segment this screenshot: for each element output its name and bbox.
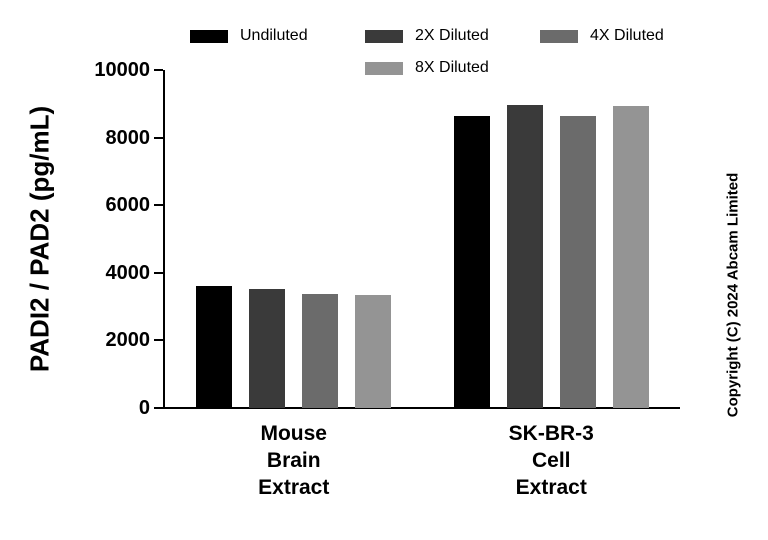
x-category-label-line: Mouse bbox=[260, 422, 327, 445]
legend-swatch bbox=[365, 61, 403, 75]
y-tick-label: 6000 bbox=[105, 194, 151, 217]
x-category-label-line: Extract bbox=[258, 476, 330, 499]
bar-8x-diluted bbox=[355, 295, 392, 408]
y-tick-mark bbox=[154, 271, 163, 274]
bar-2x-diluted bbox=[249, 289, 286, 408]
y-tick-mark bbox=[154, 136, 163, 139]
legend-item: 8X Diluted bbox=[365, 57, 540, 79]
legend-item: Undiluted bbox=[190, 25, 365, 47]
legend-label: Undiluted bbox=[240, 27, 308, 44]
copyright-text: Copyright (C) 2024 Abcam Limited bbox=[724, 172, 742, 418]
y-tick-label: 10000 bbox=[94, 59, 150, 81]
x-category-label-line: Extract bbox=[515, 476, 587, 499]
x-category-label-line: Cell bbox=[531, 449, 571, 472]
y-axis-title: PADI2 / PAD2 (pg/mL) bbox=[24, 105, 55, 373]
bar-undiluted bbox=[196, 285, 233, 408]
legend-swatch bbox=[190, 29, 228, 43]
x-category-label-line: SK-BR-3 bbox=[508, 422, 594, 445]
y-tick-label: 0 bbox=[138, 397, 150, 419]
chart-legend: Undiluted 2X Diluted 4X Diluted 8X Diluted bbox=[190, 25, 725, 79]
bar-2x-diluted bbox=[506, 104, 543, 408]
legend-swatch bbox=[365, 29, 403, 43]
legend-item: 4X Diluted bbox=[540, 25, 715, 47]
y-axis-line bbox=[163, 70, 165, 409]
x-axis-line bbox=[163, 407, 680, 409]
y-tick-mark bbox=[154, 407, 163, 409]
bar-8x-diluted bbox=[612, 105, 649, 408]
y-tick-mark bbox=[154, 204, 163, 207]
legend-swatch bbox=[540, 29, 578, 43]
x-category-label-line: Brain bbox=[266, 449, 321, 472]
y-tick-label: 8000 bbox=[105, 126, 151, 149]
legend-label: 4X Diluted bbox=[590, 27, 664, 44]
legend-label: 8X Diluted bbox=[415, 59, 489, 76]
bar-undiluted bbox=[453, 116, 490, 408]
x-category-label: Mouse Brain Extract bbox=[184, 420, 404, 501]
legend-item: 2X Diluted bbox=[365, 25, 540, 47]
bar-4x-diluted bbox=[302, 294, 339, 408]
y-tick-mark bbox=[154, 69, 163, 71]
y-tick-label: 2000 bbox=[105, 329, 151, 352]
legend-label: 2X Diluted bbox=[415, 27, 489, 44]
bar-4x-diluted bbox=[559, 116, 596, 408]
x-category-label: SK-BR-3 Cell Extract bbox=[441, 420, 661, 501]
y-tick-label: 4000 bbox=[105, 261, 151, 284]
y-tick-mark bbox=[154, 339, 163, 342]
